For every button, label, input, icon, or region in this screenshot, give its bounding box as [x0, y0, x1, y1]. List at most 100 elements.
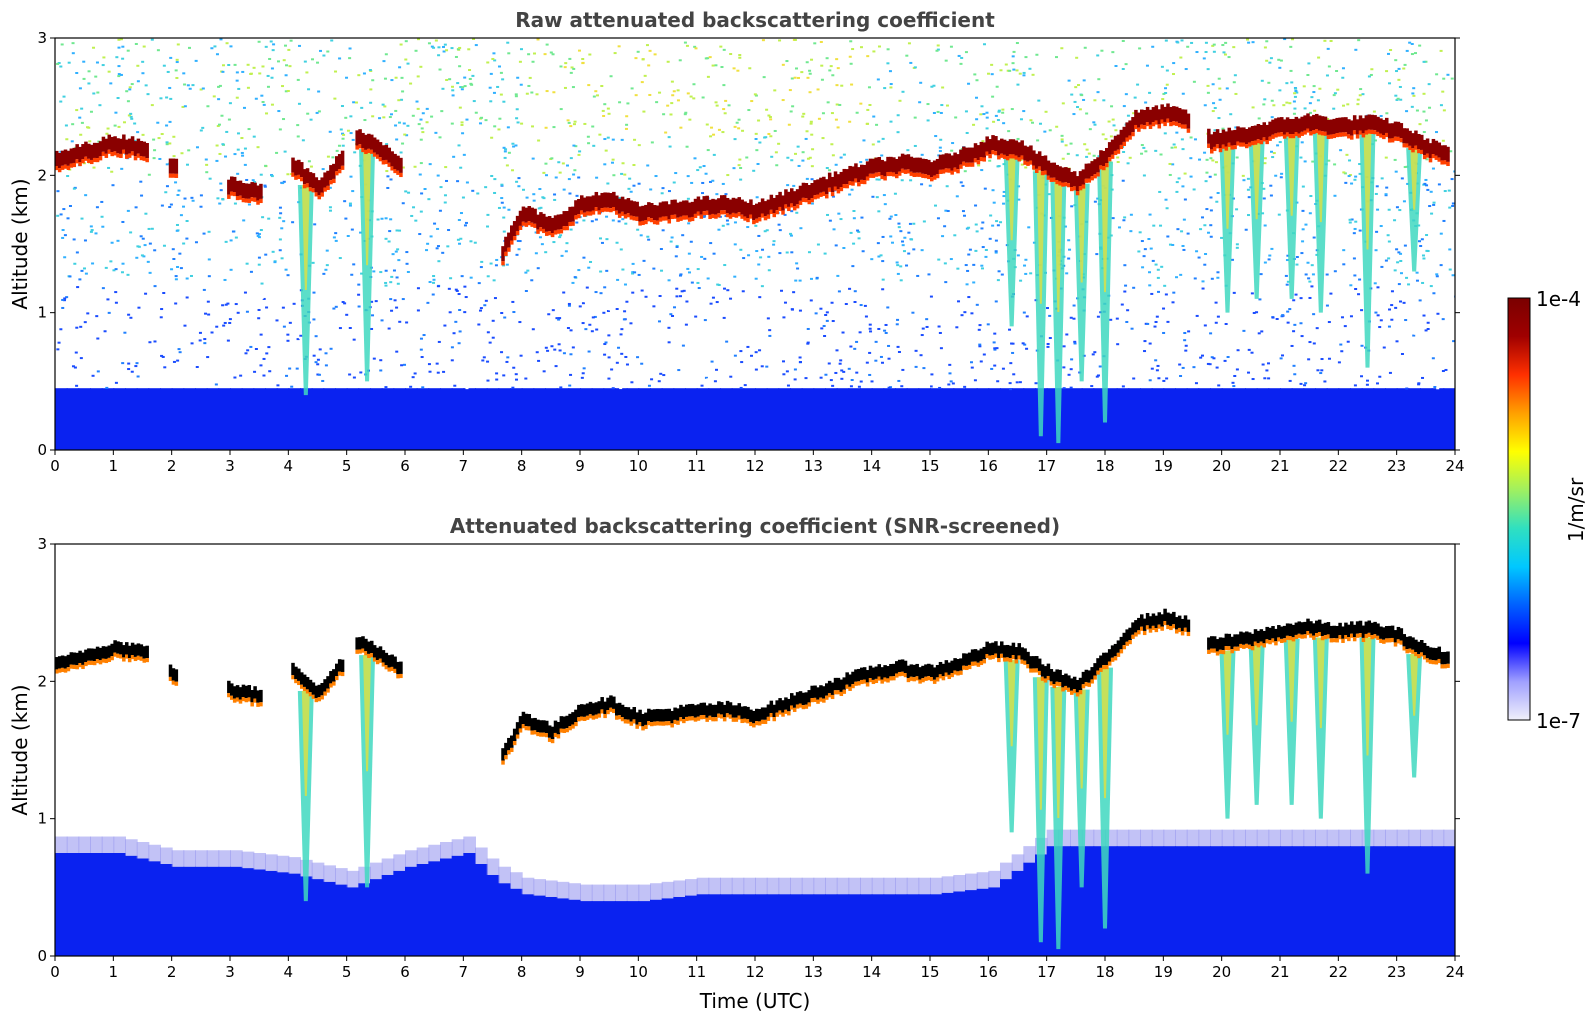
noise-pixel	[1340, 350, 1344, 353]
boundary-layer-cell	[1303, 846, 1316, 956]
cloud-edge	[1207, 143, 1211, 148]
cloud-cell	[550, 726, 555, 740]
cloud-edge	[1081, 184, 1086, 189]
cloud-edge	[381, 160, 386, 165]
cloud-edge	[300, 684, 304, 689]
cloud-edge	[792, 707, 797, 712]
cloud-edge	[142, 658, 147, 663]
noise-pixel	[1397, 78, 1401, 81]
noise-pixel	[1212, 50, 1216, 53]
noise-pixel	[632, 164, 636, 167]
noise-pixel	[456, 82, 460, 85]
noise-pixel	[419, 118, 423, 121]
noise-pixel	[245, 262, 249, 265]
noise-pixel	[823, 252, 827, 255]
noise-pixel	[425, 249, 429, 252]
noise-pixel	[491, 319, 495, 322]
noise-pixel	[380, 217, 384, 220]
noise-pixel	[432, 275, 436, 278]
noise-pixel	[486, 61, 490, 64]
boundary-layer-edge	[183, 850, 196, 867]
cloud-edge	[909, 676, 914, 681]
noise-pixel	[1024, 258, 1028, 261]
noise-pixel	[1031, 121, 1035, 124]
noise-pixel	[1024, 272, 1028, 275]
noise-pixel	[121, 57, 125, 60]
noise-pixel	[992, 341, 996, 344]
noise-pixel	[819, 307, 823, 310]
noise-pixel	[820, 327, 824, 330]
cloud-cell	[1271, 119, 1275, 135]
noise-pixel	[328, 209, 332, 212]
noise-pixel	[297, 340, 301, 343]
noise-pixel	[907, 42, 911, 45]
noise-pixel	[445, 179, 449, 182]
cloud-edge	[728, 714, 733, 719]
noise-pixel	[332, 307, 336, 310]
boundary-layer-cell	[78, 388, 91, 450]
noise-pixel	[162, 64, 166, 67]
cloud-edge	[1320, 131, 1325, 136]
noise-pixel	[835, 349, 839, 352]
cloud-edge	[641, 726, 645, 731]
noise-pixel	[890, 383, 894, 386]
noise-pixel	[418, 233, 422, 236]
noise-pixel	[896, 264, 900, 267]
noise-pixel	[401, 298, 405, 301]
noise-pixel	[714, 64, 718, 67]
cloud-edge	[924, 174, 928, 179]
boundary-layer-edge	[766, 877, 780, 895]
cloud-edge	[530, 730, 534, 735]
noise-pixel	[1323, 380, 1327, 383]
cloud-cell	[641, 713, 645, 727]
noise-pixel	[1227, 56, 1231, 59]
cloud-edge	[932, 679, 937, 684]
noise-pixel	[1032, 241, 1036, 244]
noise-pixel	[967, 82, 971, 85]
noise-pixel	[1419, 245, 1423, 248]
noise-pixel	[1353, 274, 1357, 277]
cloud-cell	[133, 644, 138, 657]
noise-pixel	[813, 42, 817, 45]
noise-pixel	[964, 51, 968, 54]
cloud-cell	[979, 648, 984, 661]
cloud-edge	[734, 213, 739, 218]
noise-pixel	[341, 301, 345, 304]
noise-pixel	[1397, 67, 1401, 70]
noise-pixel	[314, 335, 318, 338]
noise-pixel	[1375, 230, 1379, 233]
cloud-cell	[617, 702, 622, 716]
noise-pixel	[506, 41, 510, 44]
noise-pixel	[195, 366, 199, 369]
cloud-edge	[892, 676, 896, 681]
noise-pixel	[721, 131, 725, 134]
cloud-edge	[329, 180, 333, 185]
noise-pixel	[1346, 103, 1350, 106]
boundary-layer-edge	[90, 836, 103, 853]
noise-pixel	[661, 229, 665, 232]
noise-pixel	[270, 174, 274, 177]
noise-pixel	[147, 227, 151, 230]
cloud-cell	[323, 679, 327, 692]
boundary-layer-cell	[276, 872, 290, 956]
noise-pixel	[768, 116, 772, 119]
cloud-cell	[122, 134, 126, 150]
noise-pixel	[887, 386, 891, 389]
noise-pixel	[148, 341, 152, 344]
noise-pixel	[1301, 209, 1305, 212]
cloud-edge	[822, 698, 826, 703]
noise-pixel	[1133, 96, 1137, 99]
noise-pixel	[1278, 141, 1282, 144]
noise-pixel	[1096, 374, 1100, 377]
noise-pixel	[552, 126, 556, 129]
noise-pixel	[325, 264, 329, 267]
noise-pixel	[1011, 351, 1015, 354]
noise-pixel	[204, 312, 208, 315]
noise-pixel	[441, 87, 445, 90]
boundary-layer-edge	[451, 839, 465, 856]
noise-pixel	[569, 353, 573, 356]
noise-pixel	[519, 83, 523, 86]
noise-pixel	[590, 330, 594, 333]
cloud-edge	[965, 162, 969, 167]
